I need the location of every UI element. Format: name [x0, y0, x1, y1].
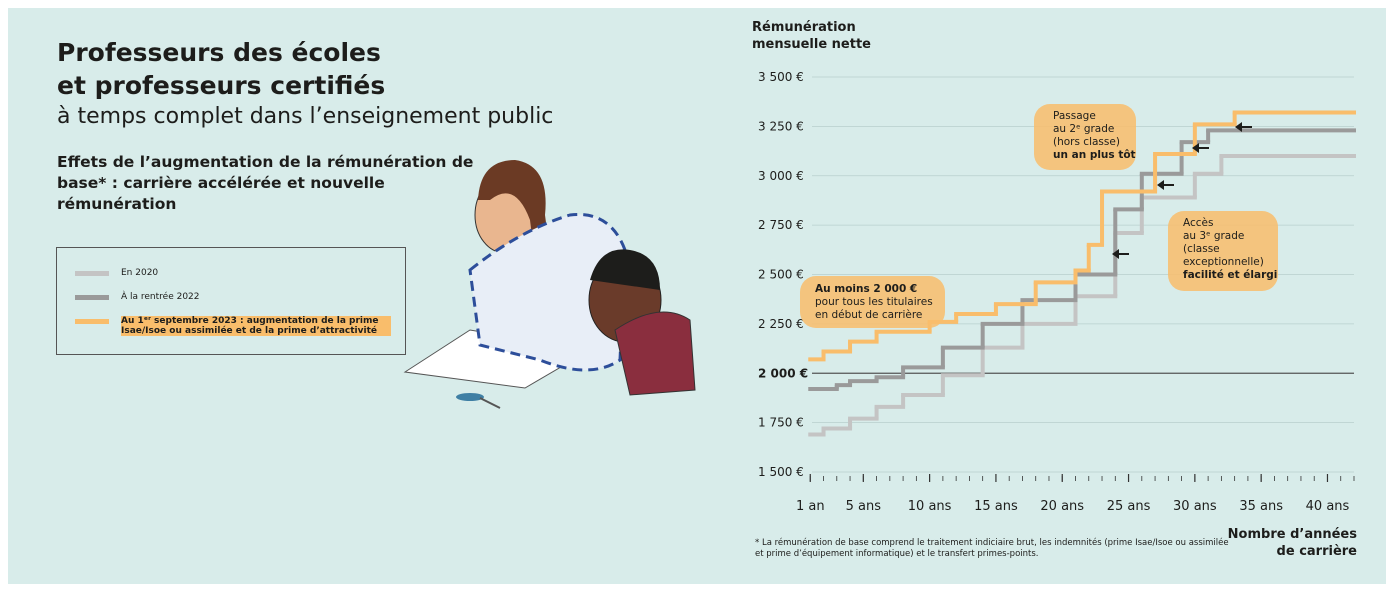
legend: En 2020 À la rentrée 2022 Au 1ᵉʳ septembre… — [56, 247, 406, 355]
x-axis-title: de carrière — [1277, 544, 1358, 559]
annotation-text: Au moins 2 000 € — [815, 283, 917, 295]
x-tick-label: 35 ans — [1239, 499, 1283, 514]
x-tick-label: 15 ans — [974, 499, 1018, 514]
annotation-text: en début de carrière — [815, 309, 922, 321]
subtitle: à temps complet dans l’enseignement publ… — [57, 104, 554, 129]
arrow-head — [1157, 180, 1164, 190]
y-tick-label: 2 750 € — [758, 218, 804, 232]
heading: Effets de l’augmentation de la rémunérat… — [57, 153, 474, 213]
x-tick-label: 10 ans — [908, 499, 952, 514]
annotation-text: Accès — [1183, 217, 1213, 229]
legend-swatch — [75, 271, 109, 276]
annotation-text: exceptionnelle) — [1183, 256, 1264, 268]
y-tick-label: 3 500 € — [758, 70, 804, 84]
y-tick-label: 2 500 € — [758, 268, 804, 282]
x-axis-title: Nombre d’années — [1228, 527, 1358, 542]
y-tick-label: 1 750 € — [758, 416, 804, 430]
footnote: * La rémunération de base comprend le tr… — [755, 538, 1229, 559]
annotation-text: au 2ᵉ grade — [1053, 123, 1114, 135]
legend-label: En 2020 — [121, 268, 159, 278]
annotation-text: un an plus tôt — [1053, 149, 1136, 161]
arrow-head — [1112, 249, 1119, 259]
legend-label: Au 1ᵉʳ septembre 2023 : augmentation de … — [121, 316, 391, 336]
x-tick-label: 1 an — [796, 499, 825, 514]
x-tick-label: 20 ans — [1040, 499, 1084, 514]
legend-swatch — [75, 319, 109, 324]
legend-item: En 2020 — [75, 268, 158, 278]
arrow-head — [1235, 122, 1242, 132]
y-tick-label: 3 000 € — [758, 169, 804, 183]
legend-item: Au 1ᵉʳ septembre 2023 : augmentation de … — [75, 316, 391, 336]
x-tick-label: 25 ans — [1107, 499, 1151, 514]
y-tick-label: 3 250 € — [758, 119, 804, 133]
y-tick-label: 1 500 € — [758, 465, 804, 479]
illustration — [403, 160, 696, 409]
annotation-text: facilité et élargi — [1183, 269, 1277, 281]
annotation-text: au 3ᵉ grade — [1183, 230, 1244, 242]
legend-label: À la rentrée 2022 — [121, 292, 200, 302]
title: Professeurs des écoles et professeurs ce… — [57, 38, 386, 100]
y-axis-title: Rémunération — [752, 20, 856, 35]
y-tick-label: 2 250 € — [758, 317, 804, 331]
series — [808, 110, 1356, 362]
arrow-head — [1192, 143, 1199, 153]
annotation-text: (classe — [1183, 243, 1220, 255]
annotation-text: Passage — [1053, 110, 1096, 122]
background — [8, 8, 1386, 584]
y-axis-title: mensuelle nette — [752, 37, 871, 52]
x-tick-label: 5 ans — [846, 499, 882, 514]
x-tick-label: 40 ans — [1306, 499, 1350, 514]
legend-swatch — [75, 295, 109, 300]
annotation-highlight — [1168, 211, 1278, 291]
annotation-highlight — [1034, 104, 1136, 170]
annotation-text: pour tous les titulaires — [815, 296, 933, 308]
legend-item: À la rentrée 2022 — [75, 292, 200, 302]
y-tick-label: 2 000 € — [758, 366, 808, 380]
annotation-text: (hors classe) — [1053, 136, 1120, 148]
annotation-highlight — [800, 276, 945, 328]
x-tick-label: 30 ans — [1173, 499, 1217, 514]
